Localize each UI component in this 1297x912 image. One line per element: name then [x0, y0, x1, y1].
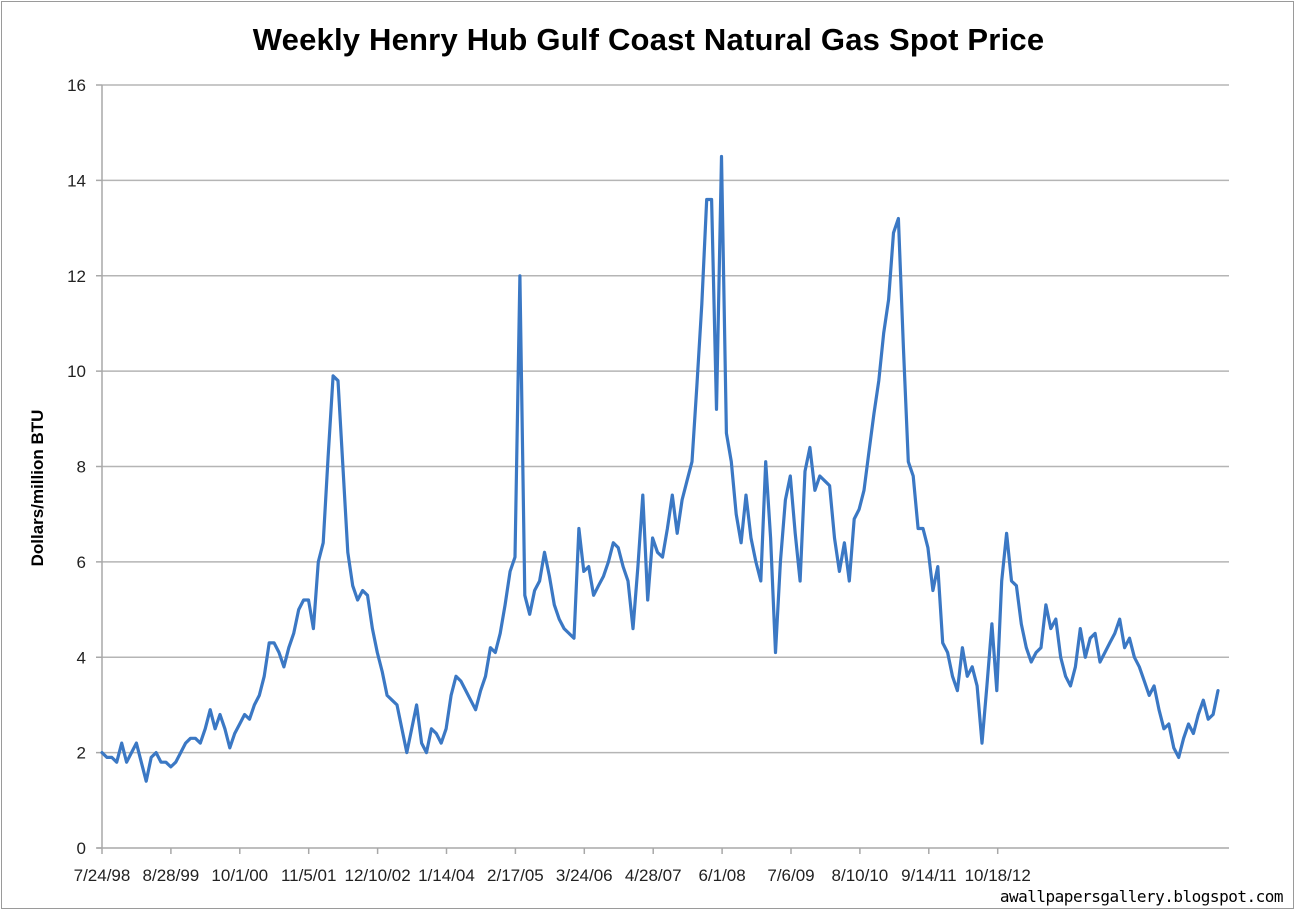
y-tick-label: 6: [77, 553, 86, 572]
y-tick-label: 12: [67, 267, 86, 286]
x-tick-label: 9/14/11: [901, 866, 956, 885]
gridlines: [102, 84, 1229, 754]
x-tick-label: 6/1/08: [698, 866, 745, 885]
x-tick-label: 8/10/10: [832, 866, 889, 885]
y-tick-label: 8: [77, 458, 86, 477]
y-tick-label: 16: [67, 76, 86, 95]
y-tick-label: 10: [67, 362, 86, 381]
price-series-line: [100, 154, 1220, 783]
watermark-text: awallpapersgallery.blogspot.com: [997, 887, 1285, 906]
x-tick-label: 10/18/12: [965, 866, 1031, 885]
x-axis-ticks: 7/24/98 8/28/99 10/1/00 11/5/01 12/10/02 1/14…: [74, 848, 1031, 885]
x-tick-label: 2/17/05: [487, 866, 544, 885]
x-tick-label: 7/6/09: [767, 866, 814, 885]
chart-title: Weekly Henry Hub Gulf Coast Natural Gas …: [252, 22, 1045, 57]
x-tick-label: 10/1/00: [211, 866, 268, 885]
x-tick-label: 8/28/99: [143, 866, 200, 885]
x-tick-label: 1/14/04: [418, 866, 475, 885]
y-tick-label: 14: [67, 171, 86, 190]
x-tick-label: 7/24/98: [74, 866, 131, 885]
y-tick-label: 2: [77, 744, 86, 763]
x-tick-label: 12/10/02: [345, 866, 411, 885]
x-tick-label: 11/5/01: [281, 866, 336, 885]
x-tick-label: 4/28/07: [625, 866, 682, 885]
y-tick-label: 4: [77, 648, 86, 667]
x-tick-label: 3/24/06: [556, 866, 613, 885]
y-tick-label: 0: [77, 839, 86, 858]
y-axis-ticks: 0 2 4 6 8 10 12 14 16: [67, 76, 102, 858]
